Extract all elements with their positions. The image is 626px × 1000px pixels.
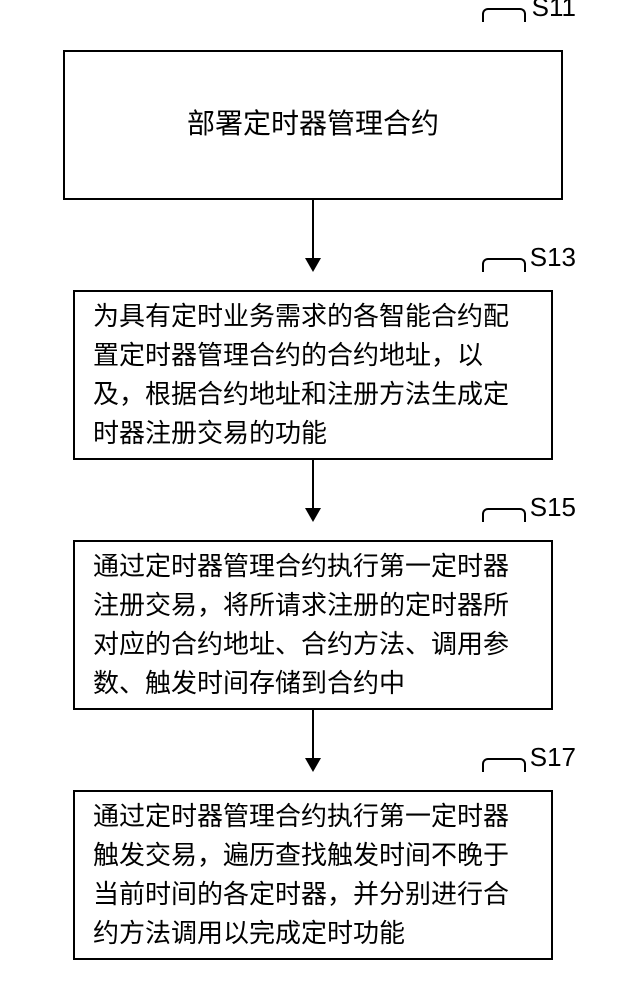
step-s13: S13 为具有定时业务需求的各智能合约配置定时器管理合约的合约地址，以及，根据合… <box>40 270 586 460</box>
label-bracket-s17 <box>482 758 526 772</box>
step-box-s13: 为具有定时业务需求的各智能合约配置定时器管理合约的合约地址，以及，根据合约地址和… <box>73 290 553 460</box>
step-text-s13: 为具有定时业务需求的各智能合约配置定时器管理合约的合约地址，以及，根据合约地址和… <box>93 297 533 453</box>
step-box-s17: 通过定时器管理合约执行第一定时器触发交易，遍历查找触发时间不晚于当前时间的各定时… <box>73 790 553 960</box>
label-bracket-s11 <box>482 8 526 22</box>
flowchart-container: S11 部署定时器管理合约 S13 为具有定时业务需求的各智能合约配置定时器管理… <box>40 20 586 960</box>
step-s11: S11 部署定时器管理合约 <box>40 20 586 200</box>
arrow-s15-s17 <box>312 710 314 770</box>
step-box-s11: 部署定时器管理合约 <box>63 50 563 200</box>
step-text-s17: 通过定时器管理合约执行第一定时器触发交易，遍历查找触发时间不晚于当前时间的各定时… <box>93 797 533 953</box>
label-bracket-s13 <box>482 258 526 272</box>
step-s15: S15 通过定时器管理合约执行第一定时器注册交易，将所请求注册的定时器所对应的合… <box>40 520 586 710</box>
step-label-s11: S11 <box>532 0 576 23</box>
step-label-s15: S15 <box>530 492 576 523</box>
arrow-s13-s15 <box>312 460 314 520</box>
step-s17: S17 通过定时器管理合约执行第一定时器触发交易，遍历查找触发时间不晚于当前时间… <box>40 770 586 960</box>
arrow-s11-s13 <box>312 200 314 270</box>
step-label-s13: S13 <box>530 242 576 273</box>
label-bracket-s15 <box>482 508 526 522</box>
step-text-s15: 通过定时器管理合约执行第一定时器注册交易，将所请求注册的定时器所对应的合约地址、… <box>93 547 533 703</box>
step-box-s15: 通过定时器管理合约执行第一定时器注册交易，将所请求注册的定时器所对应的合约地址、… <box>73 540 553 710</box>
step-label-s17: S17 <box>530 742 576 773</box>
step-text-s11: 部署定时器管理合约 <box>187 104 439 146</box>
